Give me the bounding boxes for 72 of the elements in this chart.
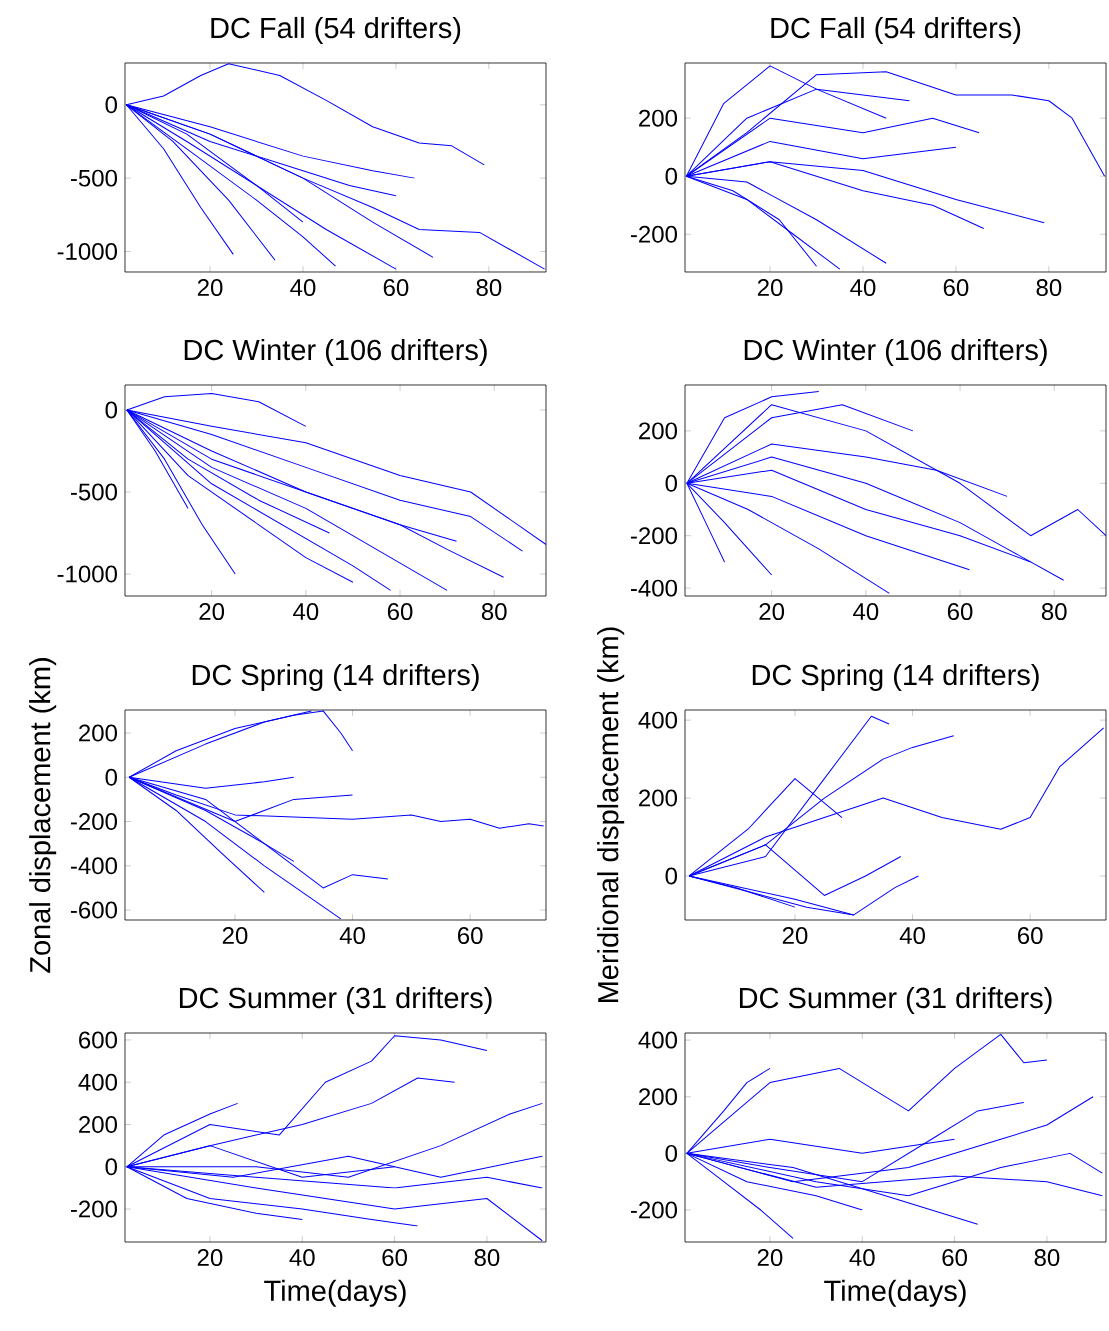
y-tick-label: 200 [639,109,677,127]
y-tick-label: 200 [79,1116,117,1133]
y-axis-title: Zonal displacement (km) [29,658,57,973]
x-tick-label: 80 [1036,279,1062,297]
y-tick-label: 0 [665,167,678,185]
x-tick-label: 20 [197,1249,223,1267]
chart-title: DC Summer (31 drifters) [739,986,1052,1014]
y-tick-label: 200 [79,724,117,742]
y-tick-label: 0 [105,401,118,419]
x-tick-label: 20 [197,279,223,297]
y-tick-label: 0 [105,1158,118,1176]
y-tick-label: 400 [638,711,678,729]
y-tick-label: 200 [639,422,677,440]
x-tick-label: 40 [290,279,316,297]
x-tick-label: 80 [476,279,502,297]
x-tick-label: 20 [782,927,808,945]
x-tick-label: 60 [943,279,969,297]
x-axis-title: Time(days) [264,1279,406,1307]
x-tick-label: 60 [947,603,973,621]
x-tick-label: 60 [1018,927,1043,945]
x-tick-label: 60 [458,927,483,945]
y-tick-label: -1000 [57,242,117,260]
y-tick-label: 400 [638,1031,677,1049]
y-tick-label: -400 [630,579,677,597]
y-tick-label: 0 [105,96,118,114]
x-tick-label: 60 [942,1249,968,1267]
x-tick-label: 60 [382,1249,407,1267]
y-axis-title: Meridional displacement (km) [597,627,625,1002]
x-tick-label: 60 [383,279,409,297]
x-tick-label: 20 [222,927,248,945]
y-tick-label: -400 [70,857,117,875]
x-tick-label: 40 [849,1249,875,1267]
chart-title: DC Spring (14 drifters) [752,663,1039,691]
x-tick-label: 40 [853,603,879,621]
y-tick-label: -500 [70,169,117,187]
chart-title: DC Fall (54 drifters) [771,16,1021,44]
chart-title: DC Winter (106 drifters) [184,338,487,366]
y-tick-label: 400 [78,1073,117,1091]
x-tick-label: 80 [1041,603,1067,621]
y-tick-label: -200 [630,1201,677,1219]
x-tick-label: 20 [757,1249,783,1267]
x-tick-label: 20 [759,603,785,621]
y-tick-label: -1000 [57,565,117,583]
chart-title: DC Summer (31 drifters) [179,986,492,1014]
x-tick-label: 40 [899,927,925,945]
y-tick-label: -600 [70,901,117,919]
x-tick-label: 20 [199,603,225,621]
y-tick-label: 0 [665,1144,678,1162]
x-tick-label: 20 [757,279,783,297]
x-tick-label: 80 [474,1249,500,1267]
y-tick-label: -200 [70,813,117,831]
x-tick-label: 40 [339,927,365,945]
x-tick-label: 40 [293,603,319,621]
chart-title: DC Spring (14 drifters) [192,663,479,691]
x-tick-label: 40 [289,1249,315,1267]
x-tick-label: 80 [481,603,507,621]
x-tick-label: 40 [850,279,876,297]
y-tick-label: 200 [639,1088,677,1106]
x-tick-label: 80 [1034,1249,1060,1267]
y-tick-label: -500 [70,483,117,501]
x-tick-label: 60 [387,603,413,621]
x-axis-title: Time(days) [824,1279,966,1307]
chart-title: DC Fall (54 drifters) [211,16,461,44]
y-tick-label: 0 [665,867,678,885]
y-tick-label: 0 [665,474,678,492]
y-tick-label: -200 [630,527,677,545]
chart-title: DC Winter (106 drifters) [744,338,1047,366]
y-tick-label: 200 [639,789,678,807]
y-tick-label: -200 [630,225,677,243]
y-tick-label: 600 [79,1031,117,1049]
y-tick-label: 0 [105,768,118,786]
y-tick-label: -200 [70,1200,117,1218]
